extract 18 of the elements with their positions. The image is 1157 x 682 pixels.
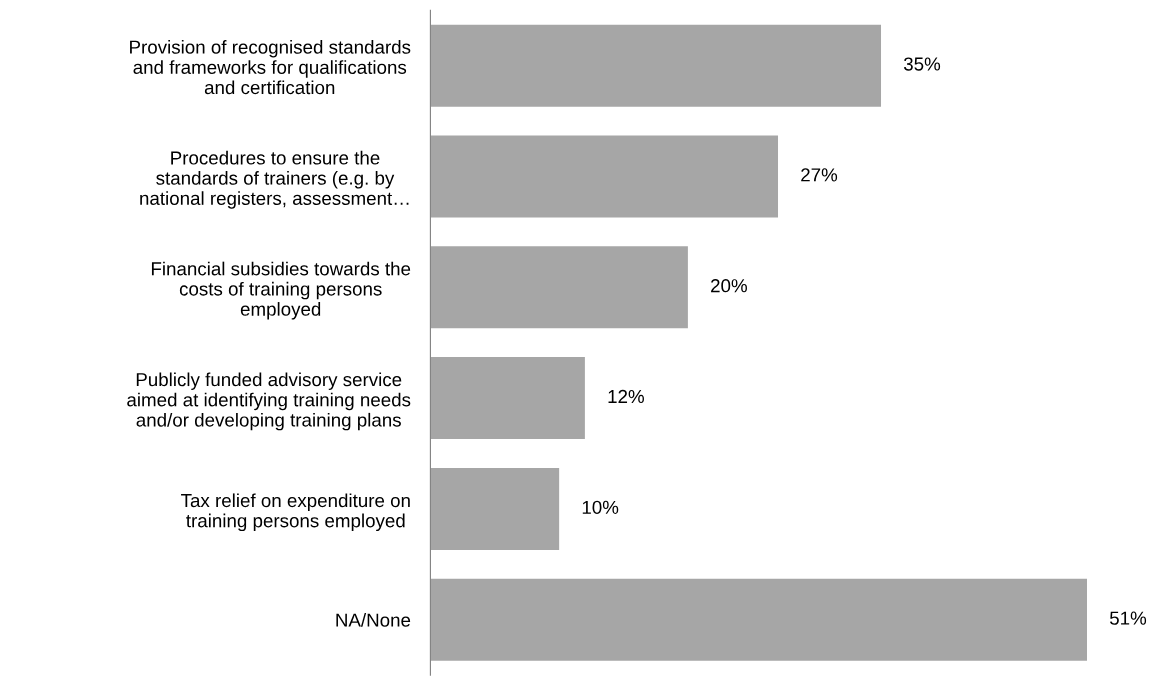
- bar: [430, 24, 882, 107]
- bar: [430, 578, 1087, 661]
- y-tick-label: Tax relief on expenditure on training persons employed: [181, 493, 410, 532]
- data-label: 20%: [711, 279, 747, 293]
- y-tick-label: Provision of recognised standards and frameworks for qualifications and certification: [130, 40, 411, 95]
- bar: [430, 135, 779, 218]
- data-label: 10%: [582, 500, 619, 514]
- y-tick-label: Procedures to ensure the standards of trainers (e.g. by national registers, assessment…: [140, 150, 409, 209]
- y-tick-label: Publicly funded advisory service aimed at identifying training needs and/or developing training plans: [127, 372, 411, 431]
- bar: [430, 246, 688, 329]
- bar: [430, 357, 585, 440]
- data-label: 51%: [1109, 611, 1147, 625]
- y-tick-label: NA/None: [336, 612, 411, 627]
- data-label: 27%: [801, 168, 838, 182]
- data-label: 35%: [903, 57, 941, 71]
- data-label: 12%: [608, 389, 644, 404]
- bar: [430, 467, 560, 550]
- y-tick-label: Financial subsidies towards the costs of training persons employed: [151, 261, 411, 320]
